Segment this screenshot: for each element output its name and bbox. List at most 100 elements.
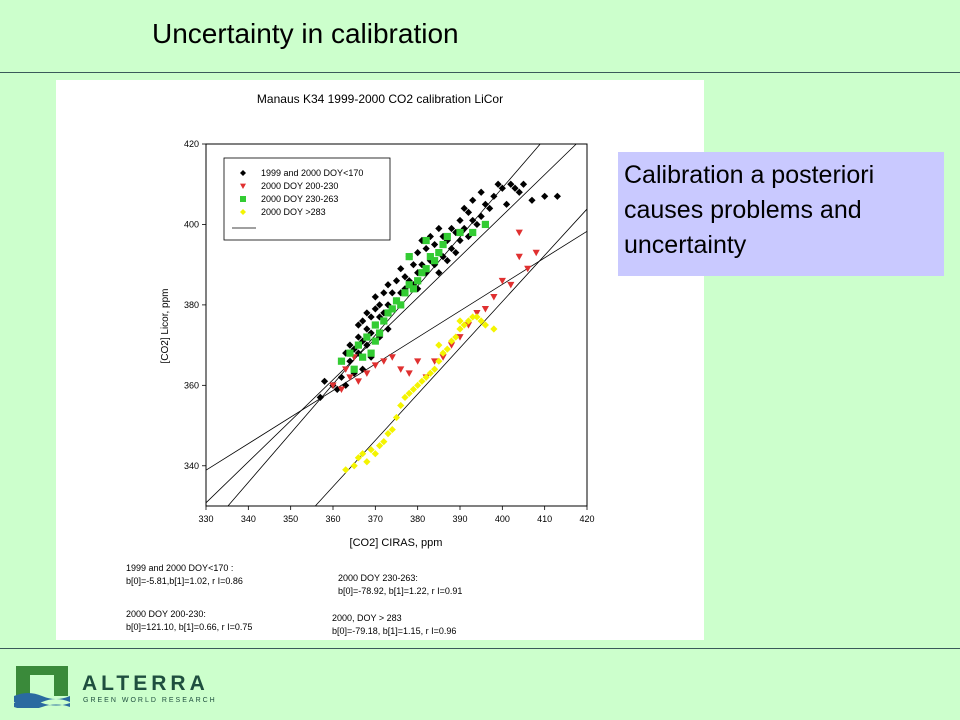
- legend-entry: 2000 DOY >283: [261, 207, 326, 217]
- stats-params: b[0]=121.10, b[1]=0.66, r I=0.75: [126, 622, 252, 632]
- data-point: [431, 257, 439, 265]
- x-tick-label: 340: [241, 514, 256, 524]
- data-point: [363, 325, 371, 333]
- x-tick-label: 400: [495, 514, 510, 524]
- data-point: [405, 370, 413, 377]
- y-axis-ticks: 340 360 380 400 420: [184, 139, 206, 471]
- data-point: [401, 273, 409, 281]
- y-tick-label: 400: [184, 219, 199, 229]
- data-point: [418, 261, 426, 269]
- scatter-chart: Manaus K34 1999-2000 CO2 calibration LiC…: [126, 92, 595, 636]
- data-point: [367, 313, 375, 321]
- data-point: [375, 333, 384, 341]
- data-point: [494, 180, 502, 188]
- data-point: [388, 425, 396, 434]
- top-divider: [0, 72, 960, 73]
- data-point: [367, 349, 375, 357]
- data-point: [384, 309, 392, 317]
- data-point: [346, 349, 354, 357]
- data-point: [405, 389, 413, 397]
- y-tick-label: 340: [184, 461, 199, 471]
- data-point: [359, 337, 367, 345]
- data-point: [346, 374, 354, 381]
- data-point: [414, 249, 422, 257]
- data-point: [371, 362, 379, 369]
- data-point: [316, 393, 324, 401]
- alterra-logo-icon: [14, 666, 70, 708]
- legend-entry: 1999 and 2000 DOY<170: [261, 168, 363, 178]
- data-point: [447, 337, 456, 345]
- data-point: [371, 337, 379, 345]
- data-point: [426, 253, 434, 261]
- data-point: [473, 310, 481, 317]
- data-point: [337, 386, 346, 393]
- stats-params: b[0]=-78.92, b[1]=1.22, r I=0.91: [338, 586, 462, 596]
- data-point: [354, 321, 362, 329]
- data-point: [431, 261, 439, 269]
- plot-frame: [205, 143, 588, 507]
- x-tick-label: 350: [283, 514, 298, 524]
- data-point: [342, 381, 350, 389]
- data-point: [401, 289, 409, 297]
- data-point: [422, 265, 430, 273]
- stats-label: 2000 DOY 230-263:: [338, 573, 418, 583]
- callout-box: [618, 152, 944, 276]
- data-point: [431, 240, 439, 249]
- data-point: [405, 253, 413, 261]
- data-point: [477, 212, 485, 220]
- data-point: [388, 289, 396, 297]
- data-point: [329, 382, 337, 389]
- data-point: [422, 236, 430, 245]
- data-point: [447, 342, 456, 349]
- data-point: [337, 357, 346, 365]
- data-point: [460, 321, 468, 329]
- data-point: [439, 349, 447, 357]
- y-tick-label: 380: [184, 300, 199, 310]
- data-point: [477, 317, 485, 325]
- data-point: [380, 289, 388, 297]
- logo-tagline: GREEN WORLD RESEARCH: [83, 697, 217, 704]
- data-point: [367, 446, 375, 454]
- data-point: [511, 184, 519, 192]
- data-point: [439, 240, 447, 249]
- legend-marker: [240, 196, 246, 202]
- data-point: [477, 188, 485, 196]
- data-point: [350, 365, 358, 373]
- data-point: [414, 269, 422, 277]
- data-point: [392, 277, 401, 285]
- data-point: [456, 216, 464, 225]
- data-point: [481, 200, 489, 208]
- data-point: [397, 301, 405, 309]
- stats-label: 2000, DOY > 283: [332, 613, 402, 623]
- data-point: [354, 341, 362, 349]
- data-point: [469, 228, 477, 237]
- data-point: [384, 325, 392, 333]
- data-point: [426, 232, 434, 241]
- data-point: [469, 196, 477, 204]
- data-point: [447, 244, 456, 253]
- data-point: [481, 220, 489, 229]
- data-point: [392, 297, 401, 305]
- fit-line: [205, 230, 588, 471]
- data-point: [426, 257, 434, 265]
- data-point: [350, 462, 358, 470]
- legend-marker: [240, 209, 246, 215]
- data-point: [346, 357, 354, 365]
- data-point: [414, 358, 422, 365]
- data-point: [452, 333, 460, 341]
- data-point: [363, 458, 371, 466]
- data-point: [359, 353, 367, 361]
- data-point: [384, 430, 392, 438]
- fit-line: [205, 143, 577, 504]
- data-point: [418, 236, 426, 245]
- data-point: [397, 401, 405, 410]
- data-point: [490, 293, 498, 301]
- data-point: [502, 200, 511, 208]
- data-point: [456, 228, 464, 237]
- data-point: [414, 381, 422, 389]
- data-point: [418, 269, 426, 277]
- legend-marker: [240, 183, 246, 189]
- data-point: [481, 321, 489, 329]
- data-point: [388, 354, 396, 361]
- data-point: [371, 450, 379, 458]
